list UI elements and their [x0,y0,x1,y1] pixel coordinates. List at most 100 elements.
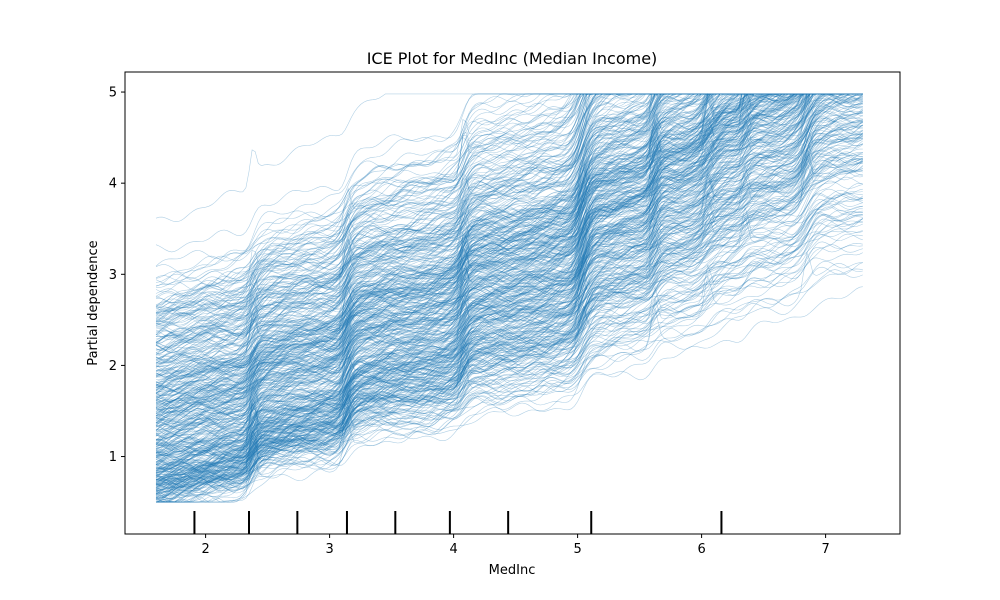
ice-curve [155,93,863,444]
ice-curve [155,93,863,478]
ice-curve [155,93,863,503]
ice-curve [155,93,863,387]
ice-curve [155,93,863,359]
ice-curve [155,93,863,306]
ice-curve [155,94,863,488]
ice-curve [155,137,863,493]
ice-curve [156,140,863,503]
ice-curve [155,93,863,399]
ice-curve [155,93,863,503]
ice-curve [155,93,863,363]
ice-curve [155,93,863,470]
ice-curve [155,93,863,337]
ice-curve [155,93,863,402]
ice-curve [155,93,863,398]
ice-curve [155,93,863,427]
ice-curve [155,93,863,409]
ice-curve [155,93,863,414]
ice-curve [155,108,864,437]
ice-curve [155,93,863,253]
ice-curve [155,180,863,466]
ice-curve [155,93,863,461]
x-tick-label: 5 [573,542,581,557]
ice-curve [155,218,863,482]
ice-curve [155,110,863,456]
ice-curve [155,93,863,362]
ice-curve [155,93,863,315]
ice-curve [155,114,863,501]
ice-curve [155,93,863,421]
ice-curve [155,93,863,405]
ice-curve [155,93,863,371]
ice-curve [155,93,863,396]
ice-curve [155,93,863,438]
ice-curve [155,93,863,307]
ice-curve [155,93,863,484]
ice-curve [155,93,863,466]
ice-curve [155,93,863,480]
ice-curve [155,93,863,392]
ice-curve [155,93,863,318]
ice-curve [155,93,863,431]
ice-curve [156,93,863,291]
ice-curve [155,93,863,393]
ice-curve [155,188,863,489]
ice-curve [156,93,863,428]
ice-curve [155,93,863,363]
ice-curve [155,93,863,492]
ice-curve [155,93,863,413]
ice-curve [155,93,863,452]
ice-curve [155,93,863,401]
ice-curve [155,98,863,394]
ice-curve [155,93,863,425]
ice-curve [155,93,863,478]
ice-curve [155,93,863,323]
ice-curve [155,93,863,466]
ice-curve [155,150,863,384]
ice-curve [155,138,863,414]
ice-curve [155,93,863,407]
ice-curve [155,93,863,377]
ice-curve [155,95,863,450]
ice-curve [155,106,863,412]
ice-curve [155,93,863,482]
ice-curve [155,93,863,390]
ice-curve [155,93,863,380]
ice-curve [156,93,863,354]
ice-curve [155,154,863,414]
ice-curve [155,93,863,356]
ice-curve [155,124,863,495]
ice-curve [155,191,863,465]
ice-curve [155,93,863,317]
ice-curve [155,93,863,313]
ice-curve [155,93,863,422]
ice-curve [155,93,863,397]
ice-curve [155,109,864,495]
ice-curve [155,93,863,322]
ice-curve [155,116,863,461]
ice-curve [155,93,863,419]
ice-curve [155,95,863,364]
ice-curve [155,93,863,356]
ice-curve [155,93,863,383]
ice-curve [156,155,863,503]
ice-curve [155,93,863,453]
ice-curve [155,93,863,498]
ice-curve [155,93,863,365]
ice-curve [155,93,863,492]
ice-curve [155,93,863,390]
ice-curve [155,93,863,416]
ice-curve [155,93,863,500]
ice-curve [155,153,863,413]
ice-curve [155,93,863,427]
ice-curve [155,93,863,337]
ice-curve [155,93,863,372]
ice-curve [155,93,863,454]
ice-curve [155,93,863,374]
ice-curve [155,206,863,503]
ice-curve [155,93,863,471]
ice-curve [155,93,863,470]
ice-curve [155,203,863,493]
ice-curve [155,93,863,285]
ice-curve [155,93,863,500]
